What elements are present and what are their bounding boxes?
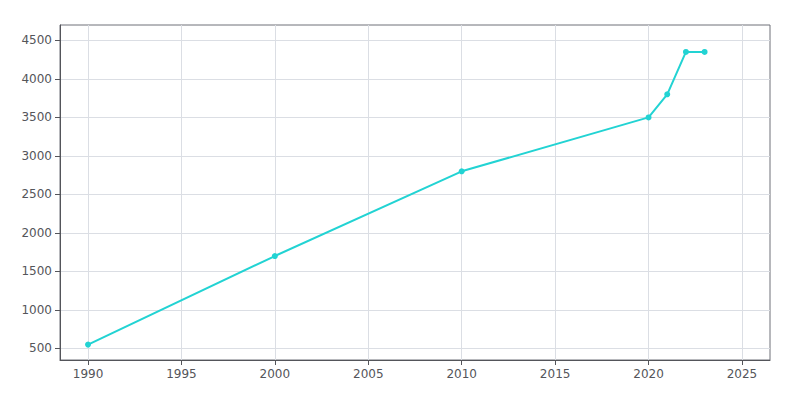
svg-text:3500: 3500 (21, 110, 52, 124)
svg-text:2000: 2000 (21, 226, 52, 240)
svg-text:2025: 2025 (727, 367, 758, 381)
svg-text:4000: 4000 (21, 72, 52, 86)
svg-text:2015: 2015 (540, 367, 571, 381)
svg-text:1990: 1990 (73, 367, 104, 381)
svg-text:2000: 2000 (260, 367, 291, 381)
svg-text:1995: 1995 (166, 367, 197, 381)
svg-text:2010: 2010 (446, 367, 477, 381)
svg-text:4500: 4500 (21, 33, 52, 47)
svg-text:2020: 2020 (633, 367, 664, 381)
svg-text:1500: 1500 (21, 264, 52, 278)
svg-text:1000: 1000 (21, 303, 52, 317)
svg-text:3000: 3000 (21, 149, 52, 163)
svg-text:2005: 2005 (353, 367, 384, 381)
svg-text:2500: 2500 (21, 187, 52, 201)
svg-text:500: 500 (29, 341, 52, 355)
